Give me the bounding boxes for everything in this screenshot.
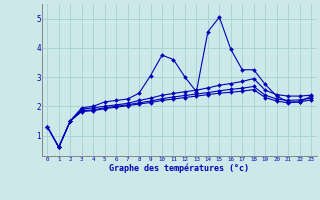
X-axis label: Graphe des températures (°c): Graphe des températures (°c) [109,163,249,173]
